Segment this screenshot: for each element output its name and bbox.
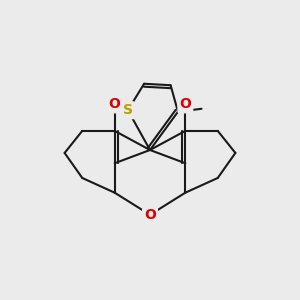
- Text: S: S: [123, 103, 133, 117]
- Text: O: O: [179, 98, 191, 111]
- Text: O: O: [144, 208, 156, 222]
- Text: O: O: [109, 98, 121, 111]
